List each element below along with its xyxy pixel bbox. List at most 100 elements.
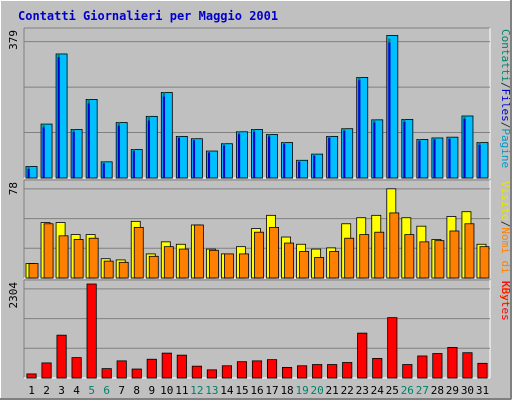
bar-nomi-di-host [254,231,264,279]
x-tick-label: 28 [431,384,444,397]
bar-nomi-di-host [133,226,144,279]
bar-contatti [117,122,120,126]
right-legend-middle: Visite/Nomi di Host [499,181,512,307]
bar-nomi-di-host [269,226,279,279]
bar-kbytes [41,362,52,379]
bar-files [42,127,45,178]
bar-contatti [373,119,376,123]
x-tick-label: 18 [280,384,293,397]
bar-pagine [55,53,68,179]
bar-pagine [311,153,324,179]
bar-files [403,121,406,178]
legend-part: KBytes [499,281,512,321]
bar-pagine [416,139,429,179]
bar-pagine [221,143,233,179]
x-tick-label: 25 [386,384,399,397]
x-tick-label: 30 [461,384,474,397]
bar-nomi-di-host [88,237,99,279]
bar-nomi-di-host [299,251,310,279]
bar-contatti [87,99,90,104]
bar-kbytes [56,334,67,379]
bar-files [132,151,135,178]
x-tick-label: 26 [401,384,414,397]
bar-pagine [446,136,459,179]
right-legend-bottom: KBytes [499,281,512,321]
bar-nomi-di-host [314,257,325,279]
y-max-label-bottom: 2304 [7,282,20,309]
bar-pagine [175,135,188,179]
bar-files [117,125,120,178]
bar-nomi-di-host [344,237,355,279]
bar-files [177,137,181,178]
bar-pagine [461,115,474,179]
bar-kbytes [266,359,278,379]
bar-pagine [70,129,83,179]
bar-nomi-di-host [118,261,129,279]
bar-pagine [190,138,203,179]
bar-kbytes [146,358,157,379]
bar-nomi-di-host [374,231,385,279]
bar-nomi-di-host [404,234,415,279]
bar-kbytes [71,357,82,379]
bar-kbytes [312,364,323,379]
bar-files [328,137,331,178]
bar-contatti [147,116,150,121]
bar-files [192,140,196,178]
bar-pagine [326,135,339,179]
bar-kbytes [206,369,217,379]
bar-nomi-di-host [163,246,174,279]
x-tick-label: 9 [148,384,155,397]
bar-files [298,161,301,178]
bar-nomi-di-host [419,241,430,279]
bar-nomi-di-host [239,253,249,279]
bar-pagine [160,92,173,179]
x-tick-label: 3 [58,384,65,397]
bar-contatti [162,92,165,97]
bar-pagine [401,119,414,179]
bar-nomi-di-host [434,240,445,279]
panel-bottom: 2304 KBytes [7,279,512,379]
bar-files [448,138,451,178]
bar-contatti [328,136,331,138]
bar-nomi-di-host [28,263,39,279]
bar-pagine [356,77,369,179]
bar-files [87,103,90,178]
bar-nomi-di-host [464,223,475,279]
x-tick-label: 16 [250,384,263,397]
bar-contatti [343,128,346,132]
bar-kbytes [477,362,488,379]
x-tick-label: 15 [235,384,248,397]
bar-contatti [313,154,316,156]
bar-kbytes [282,366,293,379]
bar-kbytes [327,364,338,379]
bar-kbytes [86,283,97,379]
x-tick-label: 14 [220,384,234,397]
bar-contatti [102,161,105,164]
bar-kbytes [161,352,172,379]
bar-contatti [448,137,451,139]
legend-part: Pagine [499,128,512,168]
x-tick-label: 2 [43,384,50,397]
bar-files [72,131,75,178]
bar-contatti [207,151,211,153]
x-tick-label: 7 [118,384,125,397]
bar-files [388,42,391,178]
bar-files [358,80,361,178]
bar-files [57,57,60,178]
x-tick-label: 22 [341,384,354,397]
bar-files [162,96,165,178]
bar-nomi-di-host [58,235,69,279]
bar-kbytes [462,352,473,379]
bar-kbytes [221,365,232,379]
bar-kbytes [251,360,263,379]
x-axis: 1 2 3 4 5 6 7 8 9 10 11 12 13 14 15 16 17 18 19 20 21 22 23 24 2… [28,384,489,397]
bar-nomi-di-host [208,249,219,279]
legend-part: / [499,82,512,89]
bar-contatti [222,143,226,146]
bar-nomi-di-host [178,248,189,279]
x-tick-label: 27 [416,384,429,397]
bar-pagine [296,159,309,179]
bar-kbytes [297,365,308,379]
